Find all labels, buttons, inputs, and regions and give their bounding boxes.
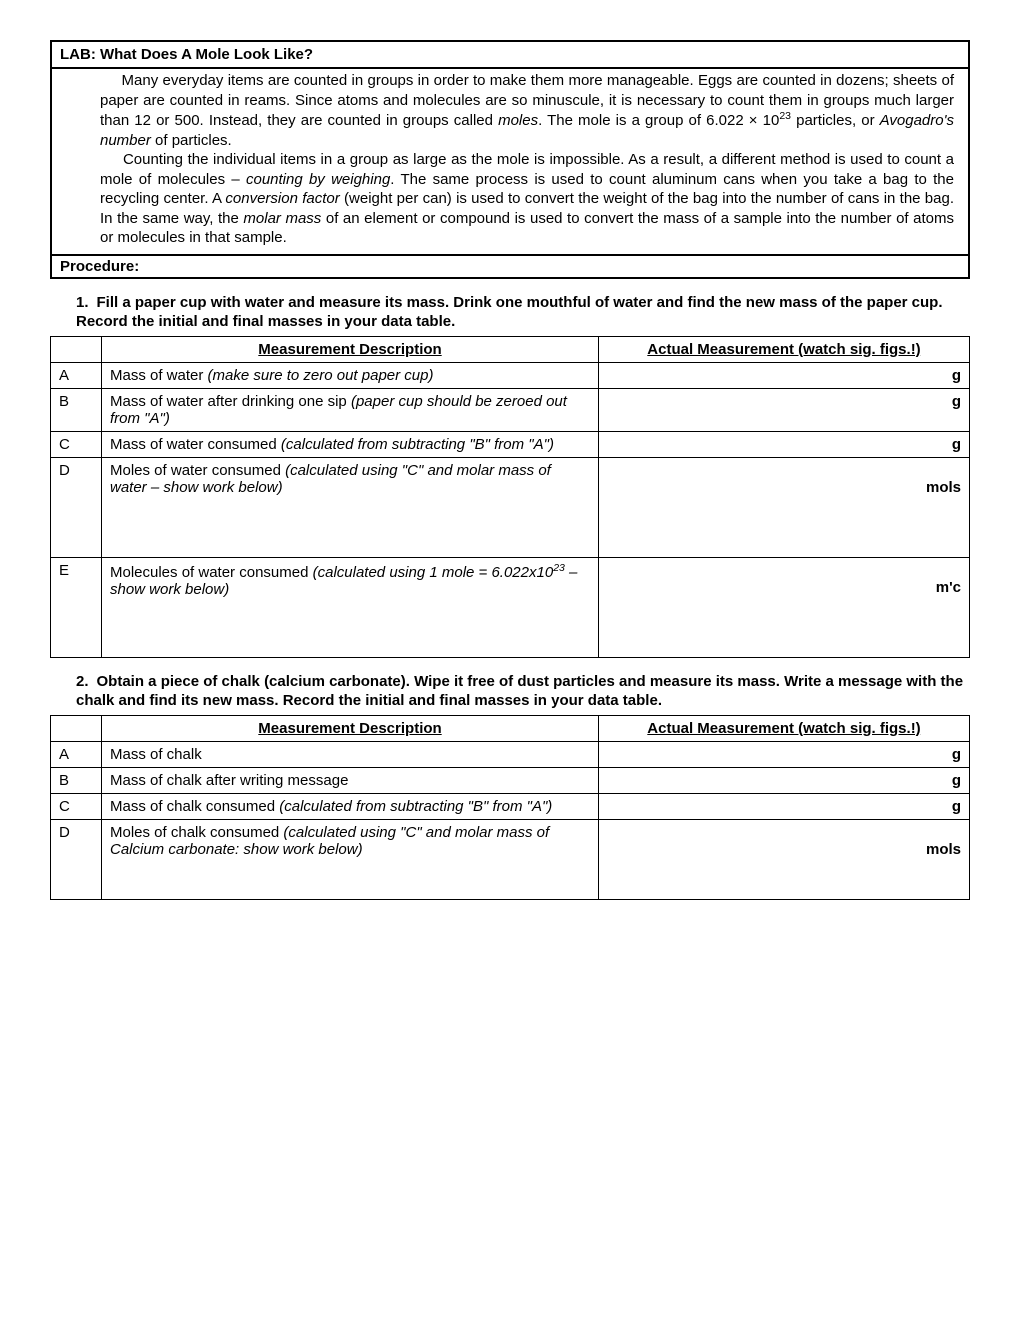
desc-text: Moles of water consumed — [110, 462, 285, 479]
step-2: 2.Obtain a piece of chalk (calcium carbo… — [76, 672, 970, 711]
desc-text: Moles of chalk consumed — [110, 824, 283, 841]
table-corner — [51, 715, 102, 741]
row-description: Moles of water consumed (calculated usin… — [102, 457, 599, 557]
table-2: Measurement Description Actual Measureme… — [50, 715, 970, 900]
row-description: Moles of chalk consumed (calculated usin… — [102, 819, 599, 899]
step-2-num: 2. — [76, 673, 89, 690]
row-letter: D — [51, 457, 102, 557]
row-description: Mass of water (make sure to zero out pap… — [102, 362, 599, 388]
row-measurement: m'c — [599, 557, 970, 657]
intro-mm: molar mass — [243, 210, 321, 227]
row-letter: E — [51, 557, 102, 657]
table-row: A Mass of chalk g — [51, 741, 970, 767]
intro-exp: 23 — [779, 110, 791, 122]
header-measurement: Actual Measurement (watch sig. figs.!) — [599, 336, 970, 362]
intro-text: Many everyday items are counted in group… — [50, 69, 970, 256]
step-1-text: Fill a paper cup with water and measure … — [76, 294, 943, 331]
desc-italic: (calculated from subtracting "B" from "A… — [279, 798, 552, 815]
row-measurement: mols — [599, 457, 970, 557]
row-unit: g — [599, 793, 970, 819]
step-1: 1.Fill a paper cup with water and measur… — [76, 293, 970, 332]
lab-title: LAB: What Does A Mole Look Like? — [50, 40, 970, 69]
row-unit: g — [599, 388, 970, 431]
desc-text: Mass of water consumed — [110, 436, 281, 453]
table-row: B Mass of chalk after writing message g — [51, 767, 970, 793]
intro-p1c: particles, or — [791, 112, 880, 129]
row-description: Mass of chalk — [102, 741, 599, 767]
row-measurement: mols — [599, 819, 970, 899]
table-row: B Mass of water after drinking one sip (… — [51, 388, 970, 431]
desc-text: Mass of chalk consumed — [110, 798, 279, 815]
row-unit: g — [599, 767, 970, 793]
desc-italic: (make sure to zero out paper cup) — [208, 367, 434, 384]
procedure-label: Procedure: — [50, 256, 970, 279]
table-row: D Moles of chalk consumed (calculated us… — [51, 819, 970, 899]
table-row: E Molecules of water consumed (calculate… — [51, 557, 970, 657]
row-letter: C — [51, 431, 102, 457]
table-row: C Mass of chalk consumed (calculated fro… — [51, 793, 970, 819]
table-row: Measurement Description Actual Measureme… — [51, 715, 970, 741]
table-corner — [51, 336, 102, 362]
row-unit: g — [599, 362, 970, 388]
table-1: Measurement Description Actual Measureme… — [50, 336, 970, 658]
table-row: C Mass of water consumed (calculated fro… — [51, 431, 970, 457]
intro-p1b: . The mole is a group of 6.022 × 10 — [538, 112, 779, 129]
table-row: A Mass of water (make sure to zero out p… — [51, 362, 970, 388]
step-1-num: 1. — [76, 294, 89, 311]
row-letter: B — [51, 388, 102, 431]
row-letter: C — [51, 793, 102, 819]
header-description: Measurement Description — [102, 336, 599, 362]
row-unit: mols — [607, 841, 961, 858]
row-description: Mass of water consumed (calculated from … — [102, 431, 599, 457]
desc-italic-a: (calculated using 1 mole = 6.022x10 — [313, 564, 554, 581]
row-description: Mass of chalk consumed (calculated from … — [102, 793, 599, 819]
intro-cf: conversion factor — [225, 190, 339, 207]
row-description: Molecules of water consumed (calculated … — [102, 557, 599, 657]
desc-text: Mass of water — [110, 367, 208, 384]
desc-text: Mass of chalk — [110, 746, 202, 763]
row-letter: D — [51, 819, 102, 899]
step-2-text: Obtain a piece of chalk (calcium carbona… — [76, 673, 963, 710]
row-letter: A — [51, 741, 102, 767]
intro-moles: moles — [498, 112, 538, 129]
desc-exp: 23 — [553, 562, 565, 574]
desc-text: Mass of water after drinking one sip — [110, 393, 351, 410]
table-row: Measurement Description Actual Measureme… — [51, 336, 970, 362]
row-letter: B — [51, 767, 102, 793]
desc-text: Molecules of water consumed — [110, 564, 313, 581]
header-description: Measurement Description — [102, 715, 599, 741]
header-measurement: Actual Measurement (watch sig. figs.!) — [599, 715, 970, 741]
row-description: Mass of chalk after writing message — [102, 767, 599, 793]
row-unit: g — [599, 741, 970, 767]
row-letter: A — [51, 362, 102, 388]
row-description: Mass of water after drinking one sip (pa… — [102, 388, 599, 431]
table-row: D Moles of water consumed (calculated us… — [51, 457, 970, 557]
intro-cbw: counting by weighing — [246, 171, 390, 188]
desc-text: Mass of chalk after writing message — [110, 772, 348, 789]
row-unit: g — [599, 431, 970, 457]
desc-italic: (calculated from subtracting "B" from "A… — [281, 436, 554, 453]
intro-p1d: of particles. — [151, 132, 232, 149]
row-unit: mols — [607, 479, 961, 496]
row-unit: m'c — [607, 579, 961, 596]
